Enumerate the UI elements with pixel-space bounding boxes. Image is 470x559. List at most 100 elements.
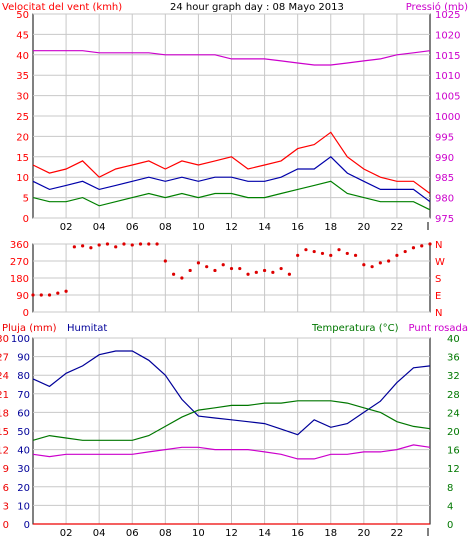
direction-point [89,246,93,250]
temperature-y-tick: 12 [447,464,460,475]
x-tick-label: 20 [357,222,370,233]
pressure-y-tick: 980 [435,194,454,205]
humidity-y-tick: 100 [11,334,30,345]
pressure-y-tick: 1010 [435,71,460,82]
direction-point [304,248,308,252]
direction-point [97,243,101,247]
pressure-y-tick: 975 [435,214,454,225]
humidity-x-axis-labels: 02 04 06 08 10 12 14 16 18 20 22 [60,528,429,539]
chart-title: 24 hour graph day : 08 Mayo 2013 [170,2,344,13]
x-tick-label: 08 [159,222,172,233]
x-tick-label: 18 [324,222,337,233]
rain-y-tick: 0 [3,520,9,531]
x-tick-label: 08 [159,528,172,539]
direction-cardinal-tick: N [435,308,442,319]
pressure-y-axis-labels: 975 980 985 990 995 1000 1005 1010 1015 1020 1025 [435,10,460,225]
direction-point [147,242,151,246]
humidity-y-tick: 50 [17,427,30,438]
rain-y-tick: 27 [0,353,9,364]
direction-degree-tick: 360 [10,240,29,251]
direction-point [254,270,258,274]
direction-cardinal-tick: S [435,274,441,285]
direction-point [320,251,325,256]
direction-point [31,293,35,297]
direction-point [138,242,143,246]
rain-y-tick: 30 [0,334,9,345]
direction-point [105,242,110,246]
wind-y-tick: 20 [16,132,29,143]
pressure-axis-title: Pressió (mb) [406,1,468,13]
direction-point [221,263,225,267]
direction-cardinal-tick: W [435,257,445,268]
wind-y-tick: 15 [16,153,29,164]
direction-degree-tick: 180 [10,274,29,285]
direction-point [378,261,382,265]
temperature-y-axis-labels: 0 4 8 12 16 20 24 28 32 36 40 [447,334,460,531]
temperature-y-tick: 28 [447,390,460,401]
temperature-y-tick: 4 [447,501,453,512]
direction-point [122,242,126,246]
direction-point [296,253,300,257]
pressure-y-tick: 1025 [435,10,460,21]
direction-point [337,248,341,252]
direction-point [353,253,358,257]
direction-point [114,245,118,249]
wind-y-tick: 5 [23,194,29,205]
direction-point [387,259,391,263]
humidity-y-tick: 40 [17,446,30,457]
wind-y-tick: 25 [16,112,29,123]
humidity-y-tick: 20 [17,483,30,494]
rain-y-tick: 24 [0,371,9,382]
pressure-y-tick: 995 [435,132,454,143]
direction-point [213,268,217,273]
pressure-line [33,50,431,66]
pressure-y-tick: 1005 [435,92,460,103]
rain-y-tick: 21 [0,390,9,401]
direction-point [279,266,283,271]
wind-y-tick: 10 [16,173,29,184]
pressure-y-tick: 990 [435,153,454,164]
direction-point [155,242,159,246]
direction-point [39,293,43,297]
x-tick-label: 20 [357,528,370,539]
direction-point [312,249,316,254]
wind-y-tick: 45 [16,30,29,41]
temperature-y-tick: 24 [447,408,460,419]
direction-point [246,272,250,276]
direction-point [196,261,201,265]
x-tick-label: 14 [258,528,271,539]
rain-y-tick: 15 [0,427,9,438]
direction-point [205,265,209,269]
x-tick-label: 06 [126,222,139,233]
direction-point [130,243,134,247]
wind-gust-line [32,131,431,194]
direction-point [370,265,374,269]
wind-y-tick: 0 [23,214,29,225]
wind-y-tick: 40 [16,51,29,62]
pressure-y-tick: 985 [435,173,454,184]
direction-point [172,272,176,276]
direction-point [345,251,349,256]
humidity-series [32,350,431,525]
direction-point [329,253,333,257]
direction-point [411,246,416,250]
x-tick-label: 02 [60,528,73,539]
x-tick-label: 02 [60,222,73,233]
wind-x-axis-labels: 02 04 06 08 10 12 14 16 18 20 22 [60,222,429,233]
wind-y-tick: 30 [16,92,29,103]
direction-point [163,259,167,263]
x-tick-label: 12 [225,528,238,539]
direction-degree-tick: 90 [16,291,29,302]
humidity-y-tick: 30 [17,464,30,475]
direction-point [428,242,432,246]
direction-point [64,289,68,293]
wind-y-tick: 35 [16,71,29,82]
humidity-temp-panel: 036912151821242730 010203040506070809010… [0,323,468,539]
pressure-y-tick: 1015 [435,51,460,62]
x-tick-label: 18 [324,528,337,539]
wind-low-line [32,180,431,211]
